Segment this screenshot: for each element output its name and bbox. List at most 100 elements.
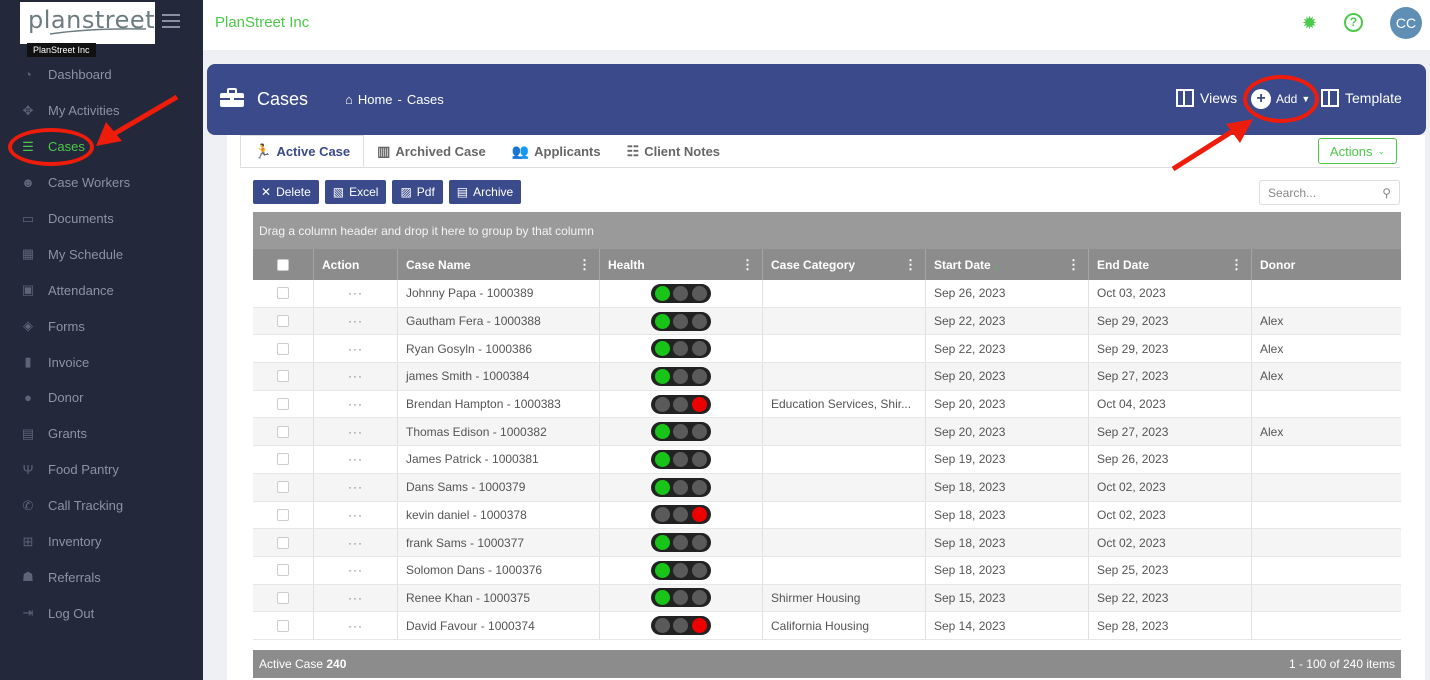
- pdf-button[interactable]: ▨ Pdf: [392, 180, 443, 204]
- table-row[interactable]: ··· Gautham Fera - 1000388 Sep 22, 2023 Sep…: [253, 307, 1401, 336]
- row-action-menu-icon[interactable]: ···: [348, 424, 363, 439]
- row-checkbox[interactable]: [277, 508, 289, 521]
- help-icon[interactable]: ?: [1344, 13, 1363, 32]
- delete-button[interactable]: ✕ Delete: [253, 180, 319, 204]
- row-checkbox[interactable]: [277, 425, 289, 438]
- table-row[interactable]: ··· Ryan Gosyln - 1000386 Sep 22, 2023 Sep …: [253, 335, 1401, 364]
- template-button[interactable]: Template: [1321, 89, 1402, 107]
- case-name-cell[interactable]: Solomon Dans - 1000376: [398, 556, 600, 584]
- breadcrumb-home[interactable]: Home: [357, 92, 393, 107]
- column-header-action[interactable]: Action: [314, 249, 398, 280]
- sidebar-item-my-schedule[interactable]: ▦ My Schedule: [0, 236, 203, 272]
- column-menu-icon[interactable]: ⋮: [1067, 256, 1080, 272]
- row-action-menu-icon[interactable]: ···: [348, 507, 363, 522]
- case-name-cell[interactable]: James Patrick - 1000381: [398, 446, 600, 473]
- row-action-menu-icon[interactable]: ···: [348, 452, 363, 467]
- sidebar-item-case-workers[interactable]: ☻ Case Workers: [0, 165, 203, 201]
- column-menu-icon[interactable]: ⋮: [1230, 256, 1243, 272]
- sidebar-item-food-pantry[interactable]: Ψ Food Pantry: [0, 452, 203, 488]
- row-action-menu-icon[interactable]: ···: [348, 286, 363, 301]
- column-menu-icon[interactable]: ⋮: [741, 256, 754, 272]
- row-checkbox[interactable]: [277, 591, 289, 604]
- search-icon[interactable]: ⚲: [1382, 185, 1391, 200]
- excel-button[interactable]: ▧ Excel: [324, 180, 387, 204]
- case-name-cell[interactable]: Gautham Fera - 1000388: [398, 307, 600, 335]
- sidebar-item-grants[interactable]: ▤ Grants: [0, 416, 203, 452]
- sidebar-item-forms[interactable]: ◈ Forms: [0, 308, 203, 344]
- case-name-cell[interactable]: Dans Sams - 1000379: [398, 473, 600, 501]
- row-checkbox[interactable]: [277, 398, 289, 411]
- tab-client-notes[interactable]: ☷ Client Notes: [614, 135, 733, 167]
- row-checkbox[interactable]: [277, 342, 289, 355]
- views-button[interactable]: Views: [1176, 89, 1237, 107]
- row-action-menu-icon[interactable]: ···: [348, 314, 363, 329]
- table-row[interactable]: ··· james Smith - 1000384 Sep 20, 2023 Sep …: [253, 363, 1401, 391]
- row-action-menu-icon[interactable]: ···: [348, 563, 363, 578]
- sidebar-item-dashboard[interactable]: ◔ Dashboard: [0, 57, 203, 93]
- actions-dropdown[interactable]: Actions ⌄: [1318, 138, 1397, 164]
- sidebar-item-documents[interactable]: ▭ Documents: [0, 201, 203, 237]
- archive-button[interactable]: ▤ Archive: [448, 180, 522, 204]
- column-header-case-category[interactable]: Case Category ⋮: [763, 249, 926, 280]
- table-row[interactable]: ··· kevin daniel - 1000378 Sep 18, 2023 Oct…: [253, 501, 1401, 530]
- row-action-menu-icon[interactable]: ···: [348, 618, 363, 633]
- case-name-cell[interactable]: frank Sams - 1000377: [398, 529, 600, 556]
- column-header-end-date[interactable]: End Date ⋮: [1089, 249, 1252, 280]
- sidebar-item-referrals[interactable]: ☗ Referrals: [0, 559, 203, 595]
- case-name-cell[interactable]: Johnny Papa - 1000389: [398, 280, 600, 307]
- tab-active-case[interactable]: 🏃 Active Case: [240, 135, 365, 167]
- row-checkbox[interactable]: [277, 481, 289, 494]
- row-action-menu-icon[interactable]: ···: [348, 397, 363, 412]
- column-menu-icon[interactable]: ⋮: [904, 256, 917, 272]
- row-action-menu-icon[interactable]: ···: [348, 341, 363, 356]
- table-row[interactable]: ··· frank Sams - 1000377 Sep 18, 2023 Oct 0…: [253, 529, 1401, 557]
- tab-applicants[interactable]: 👥 Applicants: [499, 135, 614, 167]
- table-row[interactable]: ··· Brendan Hampton - 1000383 Education Se…: [253, 390, 1401, 419]
- sidebar-item-log-out[interactable]: ⇥ Log Out: [0, 595, 203, 631]
- row-checkbox[interactable]: [277, 370, 289, 383]
- row-checkbox[interactable]: [277, 619, 289, 632]
- row-checkbox[interactable]: [277, 287, 289, 300]
- avatar[interactable]: CC: [1390, 7, 1422, 39]
- row-checkbox[interactable]: [277, 536, 289, 549]
- case-name-cell[interactable]: Ryan Gosyln - 1000386: [398, 335, 600, 363]
- case-name-cell[interactable]: Thomas Edison - 1000382: [398, 418, 600, 446]
- case-name-cell[interactable]: Renee Khan - 1000375: [398, 584, 600, 612]
- sidebar-item-donor[interactable]: ● Donor: [0, 380, 203, 416]
- select-all-checkbox[interactable]: [277, 258, 289, 271]
- search-input[interactable]: Search... ⚲: [1259, 180, 1400, 205]
- sidebar-item-call-tracking[interactable]: ✆ Call Tracking: [0, 488, 203, 524]
- row-action-menu-icon[interactable]: ···: [348, 369, 363, 384]
- column-header-health[interactable]: Health ⋮: [600, 249, 763, 280]
- table-row[interactable]: ··· Johnny Papa - 1000389 Sep 26, 2023 Oct …: [253, 280, 1401, 308]
- table-row[interactable]: ··· Renee Khan - 1000375 Shirmer Housing Se…: [253, 584, 1401, 613]
- table-row[interactable]: ··· Solomon Dans - 1000376 Sep 18, 2023 Sep…: [253, 556, 1401, 585]
- table-row[interactable]: ··· James Patrick - 1000381 Sep 19, 2023 Se…: [253, 446, 1401, 474]
- sidebar-item-invoice[interactable]: ▮ Invoice: [0, 344, 203, 380]
- group-drop-zone[interactable]: Drag a column header and drop it here to…: [253, 212, 1401, 249]
- row-action-menu-icon[interactable]: ···: [348, 480, 363, 495]
- gear-icon[interactable]: ✹: [1302, 13, 1318, 33]
- home-icon[interactable]: ⌂: [345, 92, 353, 107]
- column-header-start-date[interactable]: Start Date ↓ ⋮: [926, 249, 1089, 280]
- column-header-case-name[interactable]: Case Name ⋮: [398, 249, 600, 280]
- row-checkbox[interactable]: [277, 453, 289, 466]
- sidebar-item-inventory[interactable]: ⊞ Inventory: [0, 524, 203, 560]
- case-name-cell[interactable]: kevin daniel - 1000378: [398, 501, 600, 529]
- case-name-cell[interactable]: Brendan Hampton - 1000383: [398, 390, 600, 418]
- row-checkbox[interactable]: [277, 564, 289, 577]
- sidebar-item-my-activities[interactable]: ✥ My Activities: [0, 93, 203, 129]
- logo[interactable]: planstreet: [20, 2, 155, 44]
- table-row[interactable]: ··· Dans Sams - 1000379 Sep 18, 2023 Oct 02…: [253, 473, 1401, 502]
- row-action-menu-icon[interactable]: ···: [348, 535, 363, 550]
- case-name-cell[interactable]: james Smith - 1000384: [398, 363, 600, 390]
- case-name-cell[interactable]: David Favour - 1000374: [398, 612, 600, 639]
- table-row[interactable]: ··· Thomas Edison - 1000382 Sep 20, 2023 Se…: [253, 418, 1401, 447]
- tab-archived-case[interactable]: ▥ Archived Case: [364, 135, 499, 167]
- column-header-donor[interactable]: Donor: [1252, 249, 1401, 280]
- hamburger-menu-icon[interactable]: [162, 14, 180, 32]
- row-checkbox[interactable]: [277, 315, 289, 328]
- table-row[interactable]: ··· David Favour - 1000374 California Hous…: [253, 612, 1401, 640]
- row-action-menu-icon[interactable]: ···: [348, 590, 363, 605]
- sidebar-item-attendance[interactable]: ▣ Attendance: [0, 272, 203, 308]
